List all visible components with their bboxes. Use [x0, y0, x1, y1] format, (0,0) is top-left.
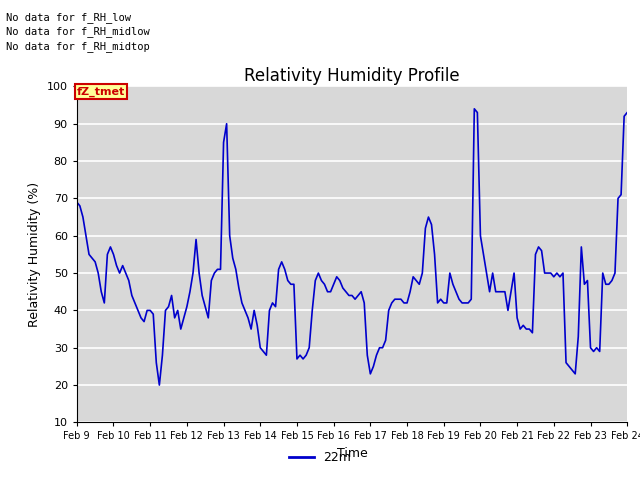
Text: No data for f_RH_midtop: No data for f_RH_midtop	[6, 41, 150, 52]
Title: Relativity Humidity Profile: Relativity Humidity Profile	[244, 67, 460, 85]
Text: No data for f_RH_midlow: No data for f_RH_midlow	[6, 26, 150, 37]
Legend: 22m: 22m	[284, 446, 356, 469]
Text: fZ_tmet: fZ_tmet	[77, 86, 125, 96]
Text: No data for f_RH_low: No data for f_RH_low	[6, 12, 131, 23]
Y-axis label: Relativity Humidity (%): Relativity Humidity (%)	[28, 182, 41, 327]
X-axis label: Time: Time	[337, 447, 367, 460]
